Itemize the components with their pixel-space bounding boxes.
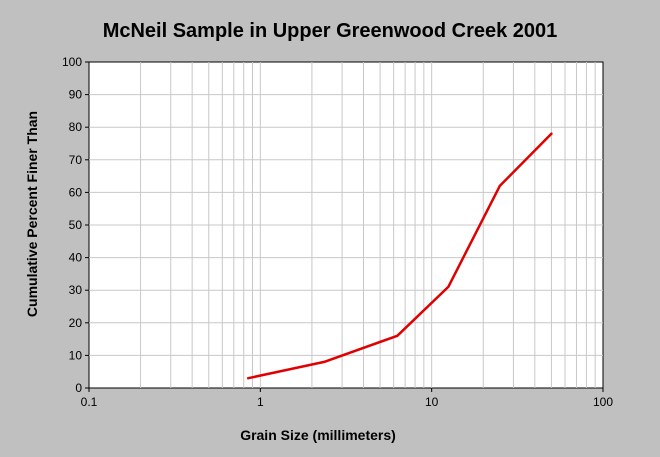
y-tick-label: 80 [69, 120, 83, 134]
y-tick-label: 90 [69, 88, 83, 102]
y-tick-label: 60 [69, 185, 83, 199]
x-tick-label: 10 [425, 395, 439, 409]
tick-labels: 0 10 20 30 40 50 60 70 80 90 100 0.1 1 10 100 [62, 55, 613, 409]
y-tick-label: 10 [69, 348, 83, 362]
x-axis-label: Grain Size (millimeters) [240, 427, 396, 443]
x-tick-label: 100 [593, 395, 613, 409]
y-tick-label: 50 [69, 218, 83, 232]
y-tick-label: 20 [69, 316, 83, 330]
x-tick-label: 0.1 [81, 395, 98, 409]
chart-title: McNeil Sample in Upper Greenwood Creek 2… [103, 20, 558, 42]
x-tick-label: 1 [257, 395, 264, 409]
y-tick-label: 100 [62, 55, 82, 69]
series-line [246, 132, 553, 380]
y-tick-label: 0 [75, 381, 82, 395]
y-tick-label: 40 [69, 251, 83, 265]
y-axis-label: Cumulative Percent Finer Than [24, 111, 40, 317]
y-tick-label: 70 [69, 153, 83, 167]
y-tick-label: 30 [69, 283, 83, 297]
